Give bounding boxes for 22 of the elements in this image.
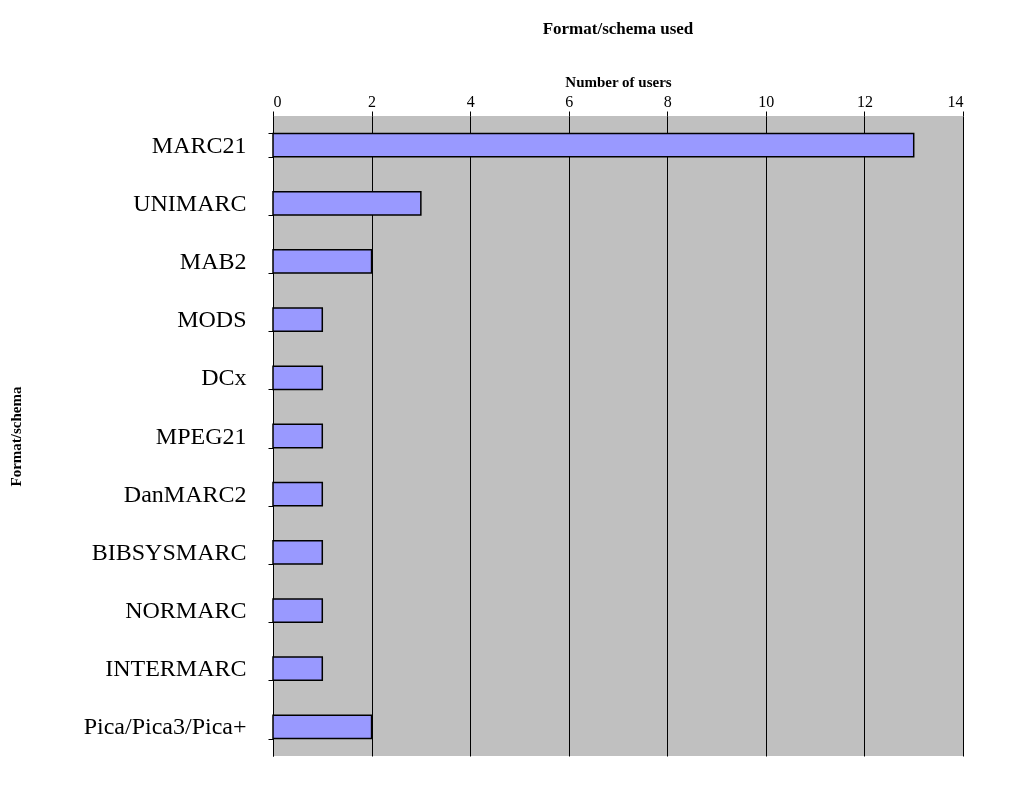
y-tick-label: MODS bbox=[177, 306, 247, 333]
y-tick-label: BIBSYSMARC bbox=[91, 538, 247, 565]
y-tick-label: MPEG21 bbox=[155, 422, 247, 449]
y-tick-label: MAB2 bbox=[179, 247, 247, 274]
x-tick-label: 12 bbox=[856, 92, 873, 110]
x-tick-label: 6 bbox=[565, 92, 574, 110]
x-tick-label: 8 bbox=[663, 92, 672, 110]
x-tick-label: 4 bbox=[466, 92, 475, 110]
y-tick-label: UNIMARC bbox=[133, 189, 247, 216]
y-tick-label: NORMARC bbox=[125, 597, 247, 624]
y-tick-label: INTERMARC bbox=[105, 655, 247, 682]
y-tick-label: DanMARC2 bbox=[123, 480, 247, 507]
x-axis-title: Number of users bbox=[565, 73, 672, 90]
x-tick-label: 10 bbox=[758, 92, 775, 110]
chart-title: Format/schema used bbox=[542, 19, 694, 38]
y-tick-label: MARC21 bbox=[151, 131, 247, 158]
x-tick-label: 2 bbox=[368, 92, 377, 110]
x-tick-label: 0 bbox=[273, 92, 282, 110]
x-tick-label: 14 bbox=[947, 92, 964, 110]
y-axis-title: Format/schema bbox=[7, 386, 24, 487]
y-tick-label: DCx bbox=[201, 364, 247, 391]
y-tick-label: Pica/Pica3/Pica+ bbox=[83, 713, 247, 740]
